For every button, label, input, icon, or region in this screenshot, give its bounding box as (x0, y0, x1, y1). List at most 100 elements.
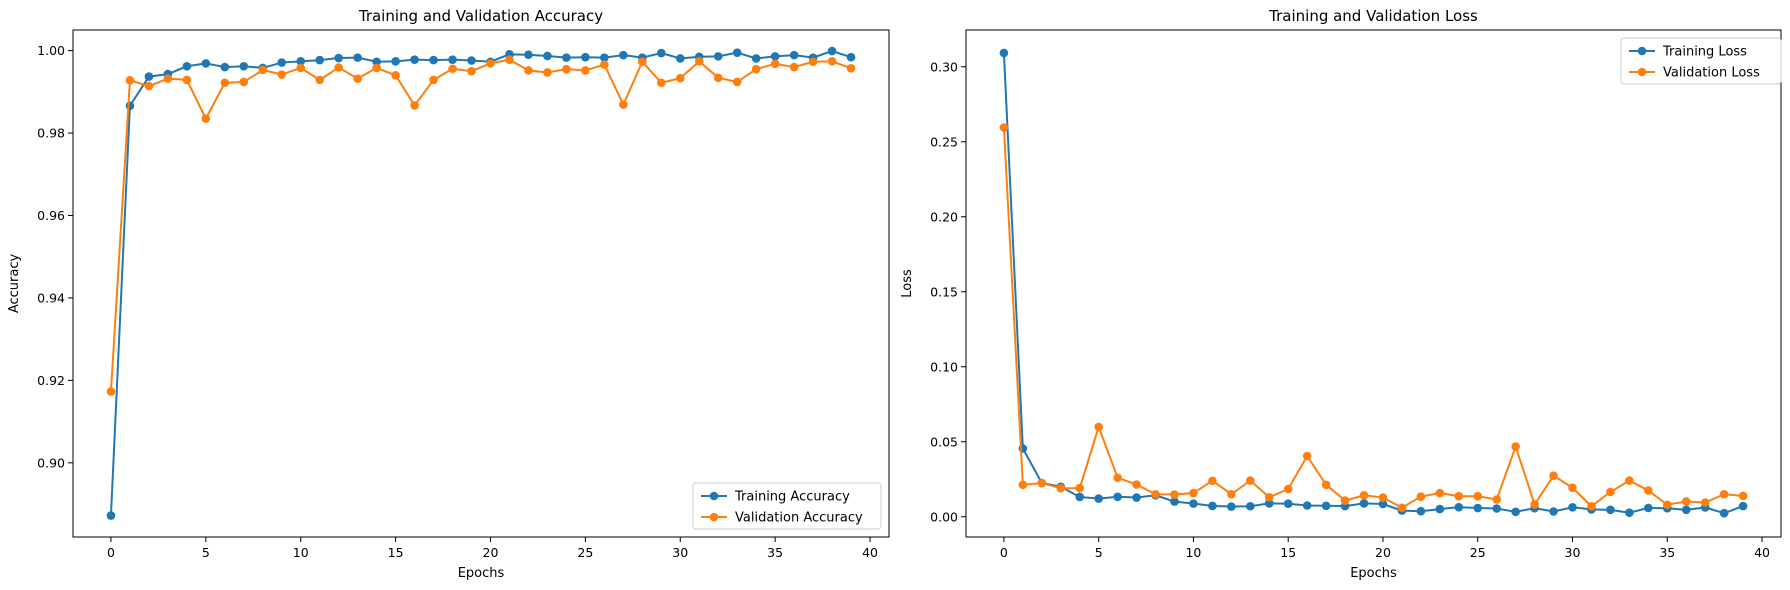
data-point (562, 53, 571, 62)
data-point (1075, 483, 1085, 493)
data-point (1151, 489, 1160, 499)
data-point (1208, 476, 1217, 486)
data-point (1264, 492, 1274, 502)
x-tick-label: 10 (1185, 545, 1201, 560)
legend-marker (1637, 67, 1647, 77)
x-tick-label: 40 (1754, 545, 1770, 560)
data-point (258, 65, 268, 75)
data-point (220, 78, 230, 88)
x-tick-label: 40 (862, 545, 878, 560)
data-point (1037, 478, 1047, 488)
data-point (1170, 490, 1179, 499)
data-point (1056, 483, 1066, 493)
data-point (1283, 499, 1293, 509)
y-tick-label: 0.15 (930, 284, 958, 299)
data-point (675, 54, 685, 63)
data-point (353, 74, 362, 83)
data-point (789, 62, 799, 72)
x-tick-label: 25 (1470, 545, 1486, 560)
data-point (619, 50, 628, 60)
data-point (1435, 504, 1445, 514)
legend-box (1620, 37, 1782, 85)
data-point (1227, 489, 1236, 499)
data-point (1738, 491, 1748, 501)
data-point (638, 57, 647, 67)
y-tick-label: 0.90 (37, 455, 65, 470)
data-point (125, 101, 135, 111)
y-tick-label: 1.00 (37, 43, 65, 58)
data-point (1283, 484, 1293, 494)
data-point (125, 75, 135, 85)
data-point (1454, 491, 1464, 501)
data-point (239, 77, 249, 87)
data-point (391, 71, 400, 80)
data-point (1246, 501, 1255, 511)
data-point (1568, 483, 1577, 493)
accuracy-chart: Training and Validation Accuracy 0 5 10 15 20… (7, 7, 890, 581)
data-point (448, 55, 457, 64)
data-point (144, 81, 154, 91)
x-tick-label: 35 (1659, 545, 1675, 560)
data-point (1587, 501, 1596, 511)
axes-frame (965, 29, 1782, 538)
loss-chart: Training and Validation Loss 0 5 10 15 20 25 30… (900, 7, 1782, 581)
data-point (770, 59, 780, 69)
data-point (1662, 500, 1672, 510)
series-line (1002, 127, 1744, 509)
data-point (751, 64, 761, 74)
data-point (999, 48, 1009, 58)
data-point (1321, 480, 1331, 490)
data-point (410, 55, 419, 64)
data-point (732, 77, 742, 87)
data-point (429, 55, 438, 65)
x-tick-label: 15 (388, 545, 404, 560)
data-point (1719, 508, 1729, 518)
data-point (1511, 442, 1520, 451)
data-point (656, 78, 666, 88)
legend-label: Validation Accuracy (735, 511, 863, 526)
data-point (1132, 493, 1141, 502)
data-point (1719, 489, 1729, 499)
data-point (391, 57, 400, 66)
data-point (1473, 491, 1483, 501)
chart-title: Training and Validation Loss (1268, 7, 1478, 25)
y-axis-label: Accuracy (7, 254, 22, 314)
x-tick-label: 10 (293, 545, 309, 560)
data-point (277, 58, 287, 67)
data-point (1530, 500, 1539, 509)
y-tick-label: 0.20 (930, 209, 958, 224)
data-point (1264, 499, 1274, 508)
data-point (1416, 492, 1426, 501)
x-tick-label: 5 (202, 545, 210, 560)
data-point (1416, 506, 1426, 516)
data-point (486, 59, 495, 68)
x-tick-label: 5 (1095, 545, 1103, 560)
x-axis-label: Epochs (1350, 566, 1397, 581)
data-point (1644, 503, 1653, 513)
y-tick-label: 0.25 (930, 134, 958, 149)
data-point (1189, 488, 1198, 498)
data-point (1075, 492, 1085, 502)
data-point (999, 123, 1009, 132)
data-point (505, 55, 514, 64)
data-point (182, 61, 192, 71)
data-point (467, 56, 476, 65)
data-point (1321, 501, 1331, 511)
legend-label: Validation Loss (1663, 66, 1760, 81)
data-point (334, 63, 343, 72)
data-point (1625, 508, 1634, 517)
data-point (1549, 507, 1558, 516)
data-point (1568, 503, 1577, 512)
data-point (751, 54, 761, 63)
data-point (1302, 501, 1312, 510)
y-tick-label: 0.94 (37, 290, 65, 305)
y-tick-label: 0.98 (37, 126, 65, 141)
legend-marker (709, 512, 719, 522)
data-point (1340, 496, 1350, 505)
data-point (1738, 501, 1748, 511)
data-point (372, 63, 381, 73)
data-point (524, 50, 533, 60)
x-tick-label: 15 (1280, 545, 1296, 560)
y-tick-label: 0.05 (930, 434, 958, 449)
